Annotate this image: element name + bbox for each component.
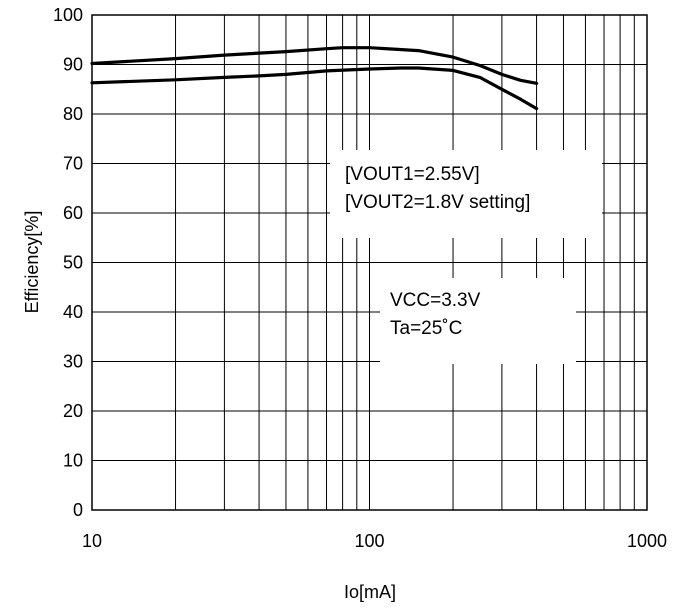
x-tick-label: 1000: [627, 531, 667, 551]
plot-frame: [91, 14, 648, 511]
annotation-vout1: [VOUT1=2.55V]: [345, 164, 480, 185]
series-line-1: [90, 46, 539, 85]
y-tick-label: 90: [63, 55, 83, 75]
y-tick-label: 10: [63, 451, 83, 471]
grid-lines: [92, 15, 647, 510]
annotation-backgrounds: [330, 150, 602, 364]
series-lines: [90, 46, 539, 111]
y-tick-label: 0: [73, 500, 83, 520]
annotation-box-settings: [330, 150, 602, 238]
annotation-ta: Ta=25˚C: [390, 318, 462, 339]
y-tick-label: 50: [63, 253, 83, 273]
x-axis-label: Io[mA]: [344, 582, 396, 602]
y-tick-label: 100: [53, 5, 83, 25]
tick-labels: 0 10 20 30 40 50 60 70 80 90 100 10 100 1000: [53, 5, 667, 551]
y-tick-label: 60: [63, 203, 83, 223]
annotation-box-conditions: [380, 278, 576, 364]
y-axis-label: Efficiency[%]: [22, 211, 42, 314]
x-tick-label: 100: [354, 531, 384, 551]
y-tick-label: 20: [63, 401, 83, 421]
series-line-2: [90, 66, 539, 111]
x-tick-label: 10: [82, 531, 102, 551]
y-tick-label: 40: [63, 302, 83, 322]
annotation-vcc: VCC=3.3V: [390, 290, 481, 311]
annotation-vout2: [VOUT2=1.8V setting]: [345, 192, 530, 213]
y-tick-label: 70: [63, 154, 83, 174]
y-tick-label: 30: [63, 352, 83, 372]
y-tick-label: 80: [63, 104, 83, 124]
